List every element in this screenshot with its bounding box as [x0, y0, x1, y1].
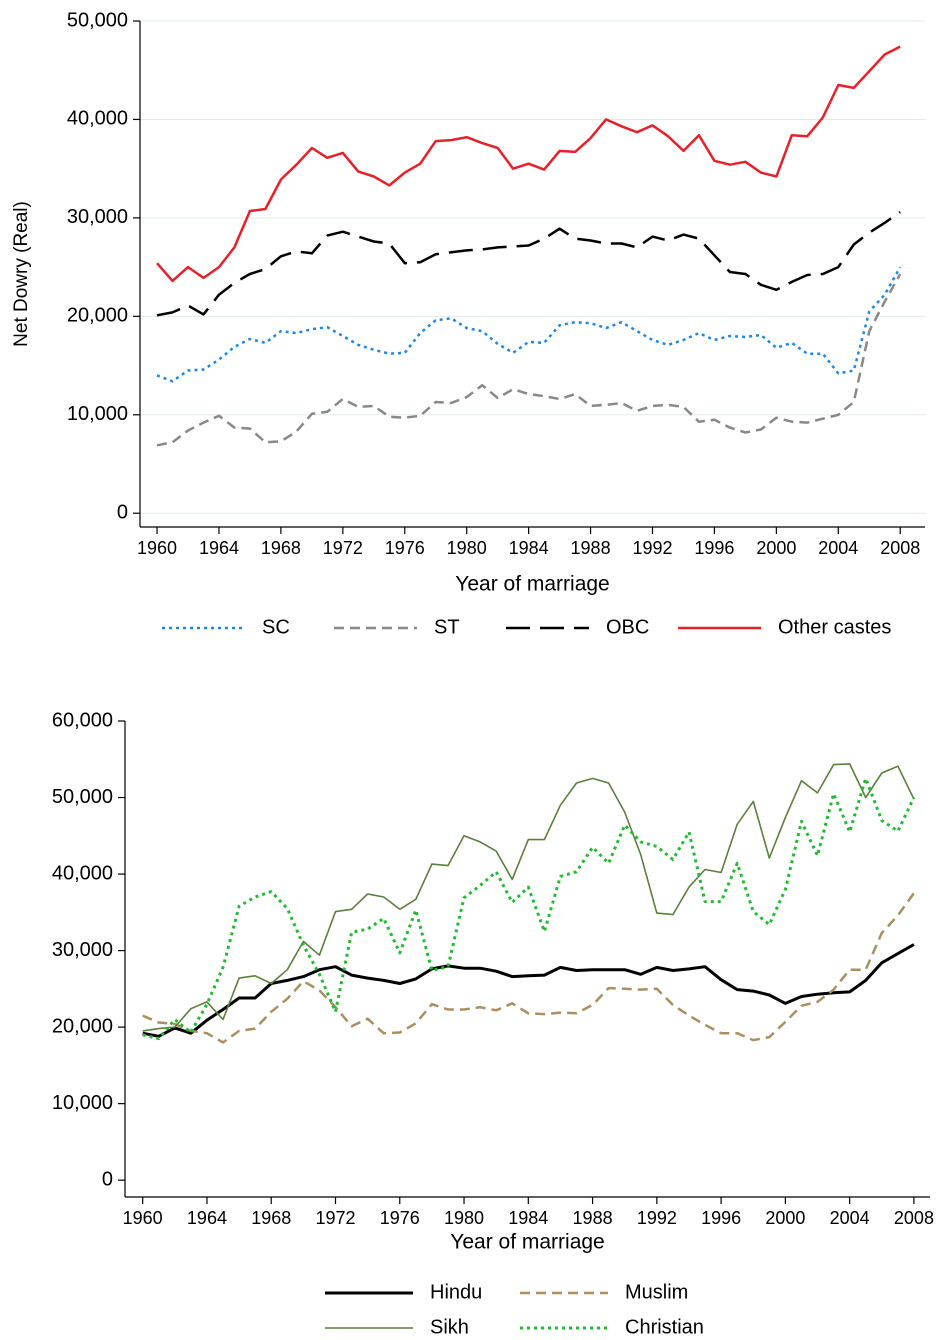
x-tick-label: 1996 — [701, 1208, 741, 1228]
y-tick-label: 0 — [102, 1168, 113, 1190]
y-axis-title: Net Dowry (Real) — [11, 201, 32, 347]
x-tick-label: 1984 — [508, 1208, 548, 1228]
x-tick-label: 1992 — [632, 538, 672, 558]
x-tick-label: 2008 — [894, 1208, 934, 1228]
x-tick-label: 1976 — [380, 1208, 420, 1228]
series-line — [142, 892, 915, 1044]
series-line — [156, 210, 901, 317]
series-line — [156, 266, 902, 383]
x-tick-label: 1980 — [447, 538, 487, 558]
series-line — [142, 776, 916, 1041]
x-tick-label: 1968 — [261, 538, 301, 558]
x-tick-label: 1988 — [573, 1208, 613, 1228]
x-tick-label: 1964 — [199, 538, 239, 558]
series-line — [142, 763, 915, 1032]
x-tick-label: 1960 — [123, 1208, 163, 1228]
legend-label: Other castes — [778, 616, 891, 638]
y-tick-label: 40,000 — [52, 862, 113, 884]
x-tick-label: 2008 — [880, 538, 920, 558]
y-tick-label: 40,000 — [67, 108, 128, 130]
x-tick-label: 1980 — [444, 1208, 484, 1228]
y-tick-label: 60,000 — [52, 709, 113, 731]
x-tick-label: 1964 — [187, 1208, 227, 1228]
series-line — [156, 273, 902, 447]
x-tick-label: 1984 — [509, 538, 549, 558]
x-tick-label: 2000 — [756, 538, 796, 558]
y-tick-label: 10,000 — [67, 403, 128, 425]
x-tick-label: 2004 — [830, 1208, 870, 1228]
y-tick-label: 20,000 — [67, 305, 128, 327]
x-tick-label: 1968 — [251, 1208, 291, 1228]
x-axis-title: Year of marriage — [455, 573, 609, 596]
x-tick-label: 1960 — [137, 538, 177, 558]
y-tick-label: 50,000 — [67, 9, 128, 31]
legend-label: Hindu — [430, 1281, 482, 1303]
x-tick-label: 1992 — [637, 1208, 677, 1228]
legend-label: Sikh — [430, 1316, 469, 1338]
y-tick-label: 10,000 — [52, 1092, 113, 1114]
series-line — [156, 45, 901, 283]
legend-label: OBC — [606, 616, 649, 638]
y-tick-label: 0 — [117, 501, 128, 523]
legend-label: Christian — [625, 1316, 704, 1338]
legend-label: Muslim — [625, 1281, 688, 1303]
x-tick-label: 2000 — [765, 1208, 805, 1228]
y-tick-label: 30,000 — [67, 206, 128, 228]
legend-label: SC — [262, 616, 290, 638]
legend-label: ST — [434, 616, 460, 638]
x-tick-label: 1988 — [571, 538, 611, 558]
series-line — [142, 943, 915, 1038]
y-tick-label: 30,000 — [52, 939, 113, 961]
y-tick-label: 20,000 — [52, 1015, 113, 1037]
x-tick-label: 2004 — [818, 538, 858, 558]
x-tick-label: 1972 — [315, 1208, 355, 1228]
x-axis-title: Year of marriage — [450, 1231, 604, 1254]
y-tick-label: 50,000 — [52, 786, 113, 808]
x-tick-label: 1996 — [694, 538, 734, 558]
x-tick-label: 1976 — [385, 538, 425, 558]
x-tick-label: 1972 — [323, 538, 363, 558]
